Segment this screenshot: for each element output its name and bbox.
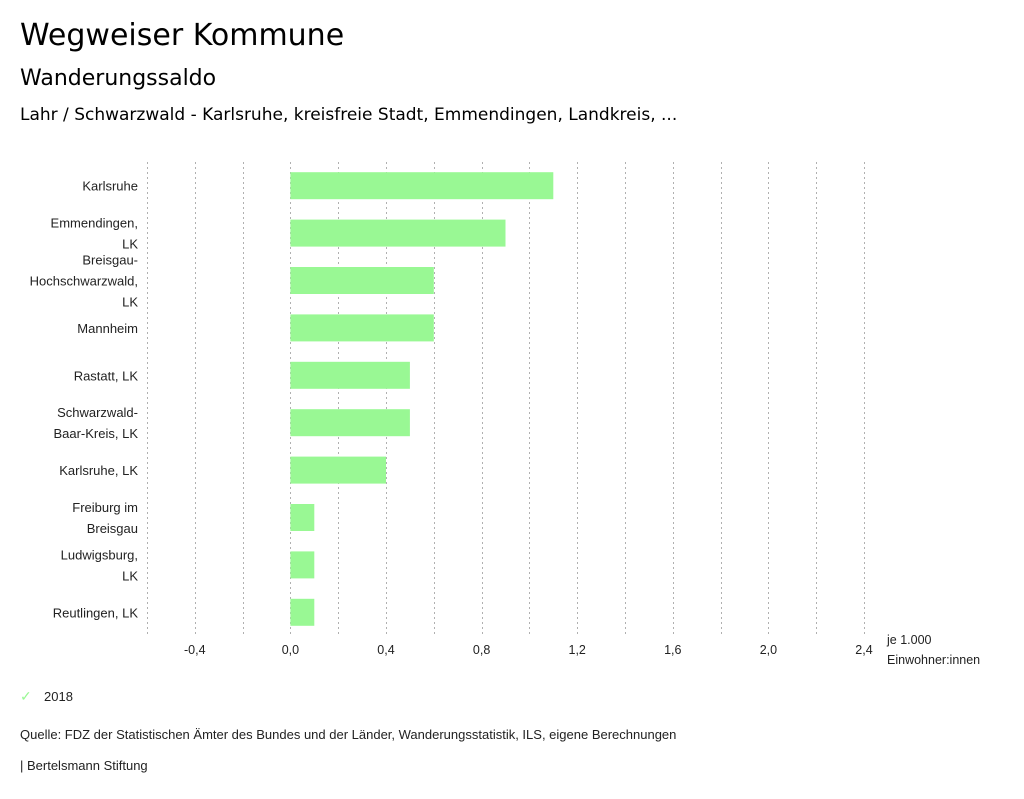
x-tick-label: 0,0 <box>282 643 299 657</box>
category-label-line: Rastatt, LK <box>74 368 139 383</box>
page-title: Wegweiser Kommune <box>20 18 345 53</box>
category-label-line: Reutlingen, LK <box>53 605 139 620</box>
category-label-line: Breisgau- <box>82 253 138 268</box>
category-label-line: LK <box>122 295 138 310</box>
category-label: Breisgau- Hochschwarzwald, LK <box>30 253 139 310</box>
selection-label: Lahr / Schwarzwald - Karlsruhe, kreisfre… <box>20 105 678 125</box>
category-label: Emmendingen, LK <box>51 216 139 252</box>
x-tick-label: 2,4 <box>855 643 872 657</box>
x-tick-label: -0,4 <box>184 643 206 657</box>
bar <box>290 598 315 626</box>
credit-note: | Bertelsmann Stiftung <box>20 758 148 773</box>
category-label-line: Emmendingen, <box>51 216 138 231</box>
bar <box>290 267 434 294</box>
x-tick-label: 2,0 <box>760 643 777 657</box>
category-label-line: LK <box>122 568 138 583</box>
category-label-line: Hochschwarzwald, <box>30 274 138 289</box>
category-label-line: LK <box>122 237 138 252</box>
category-label-line: Freiburg im <box>72 500 138 515</box>
bar <box>290 219 506 247</box>
chart-subtitle: Wanderungssaldo <box>20 66 217 91</box>
check-icon: ✓ <box>20 688 32 704</box>
category-label: Schwarzwald- Baar-Kreis, LK <box>53 405 138 441</box>
bar <box>290 551 315 579</box>
x-tick-label: 1,6 <box>664 643 681 657</box>
category-label-line: Karlsruhe, LK <box>59 463 138 478</box>
category-label-line: Baar-Kreis, LK <box>53 426 138 441</box>
x-tick-label: 0,4 <box>377 643 394 657</box>
legend-item-2018[interactable]: ✓ 2018 <box>20 688 73 705</box>
bar <box>290 314 434 342</box>
category-label-line: Breisgau <box>87 521 138 536</box>
category-label: Freiburg im Breisgau <box>72 500 138 536</box>
category-label-line: Ludwigsburg, <box>61 547 138 562</box>
category-label: Rastatt, LK <box>74 368 139 383</box>
category-label: Ludwigsburg, LK <box>61 547 139 583</box>
bar <box>290 361 410 389</box>
x-tick-label: 0,8 <box>473 643 490 657</box>
category-label: Mannheim <box>77 321 138 336</box>
category-label-line: Schwarzwald- <box>57 405 138 420</box>
x-tick-label: 1,2 <box>569 643 586 657</box>
bar <box>290 456 386 484</box>
x-axis-unit-line-1: je 1.000 <box>887 633 932 647</box>
category-label: Reutlingen, LK <box>53 605 139 620</box>
category-label: Karlsruhe, LK <box>59 463 138 478</box>
source-note: Quelle: FDZ der Statistischen Ämter des … <box>20 727 677 742</box>
category-label-line: Mannheim <box>77 321 138 336</box>
category-label: Karlsruhe <box>82 179 138 194</box>
x-axis-unit-line-2: Einwohner:innen <box>887 653 981 667</box>
bar <box>290 409 410 437</box>
legend-label: 2018 <box>44 689 73 704</box>
bar <box>290 172 554 200</box>
category-label-line: Karlsruhe <box>82 179 138 194</box>
bar <box>290 504 315 531</box>
x-axis-unit-label: je 1.000 Einwohner:innen <box>887 630 980 670</box>
